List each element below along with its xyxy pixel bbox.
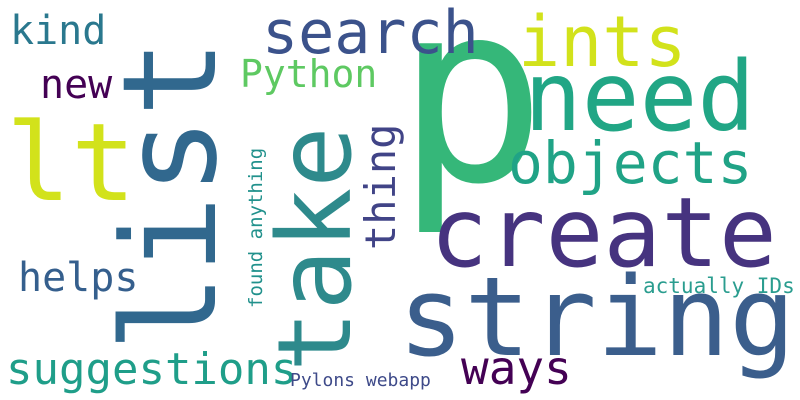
word-ways: ways: [461, 341, 572, 395]
word-kind: kind: [10, 8, 106, 54]
word-python: Python: [240, 52, 377, 96]
word-lt: lt: [6, 101, 136, 226]
word-pylons-webapp: Pylons webapp: [290, 370, 431, 391]
word-search: search: [262, 0, 479, 68]
word-thing: thing: [356, 124, 405, 250]
word-need: need: [524, 41, 755, 153]
word-actually-ids: actually IDs: [643, 274, 795, 298]
word-p: p: [396, 0, 547, 239]
word-objects: objects: [508, 129, 752, 197]
word-create: create: [430, 177, 777, 289]
word-suggestions: suggestions: [6, 344, 297, 395]
word-ints: ints: [518, 1, 687, 83]
word-list: list: [94, 39, 246, 352]
word-take: take: [256, 126, 375, 372]
word-new: new: [40, 62, 113, 108]
word-string: string: [398, 253, 795, 381]
word-helps: helps: [18, 255, 138, 301]
word-found-anything: found anything: [245, 148, 267, 308]
